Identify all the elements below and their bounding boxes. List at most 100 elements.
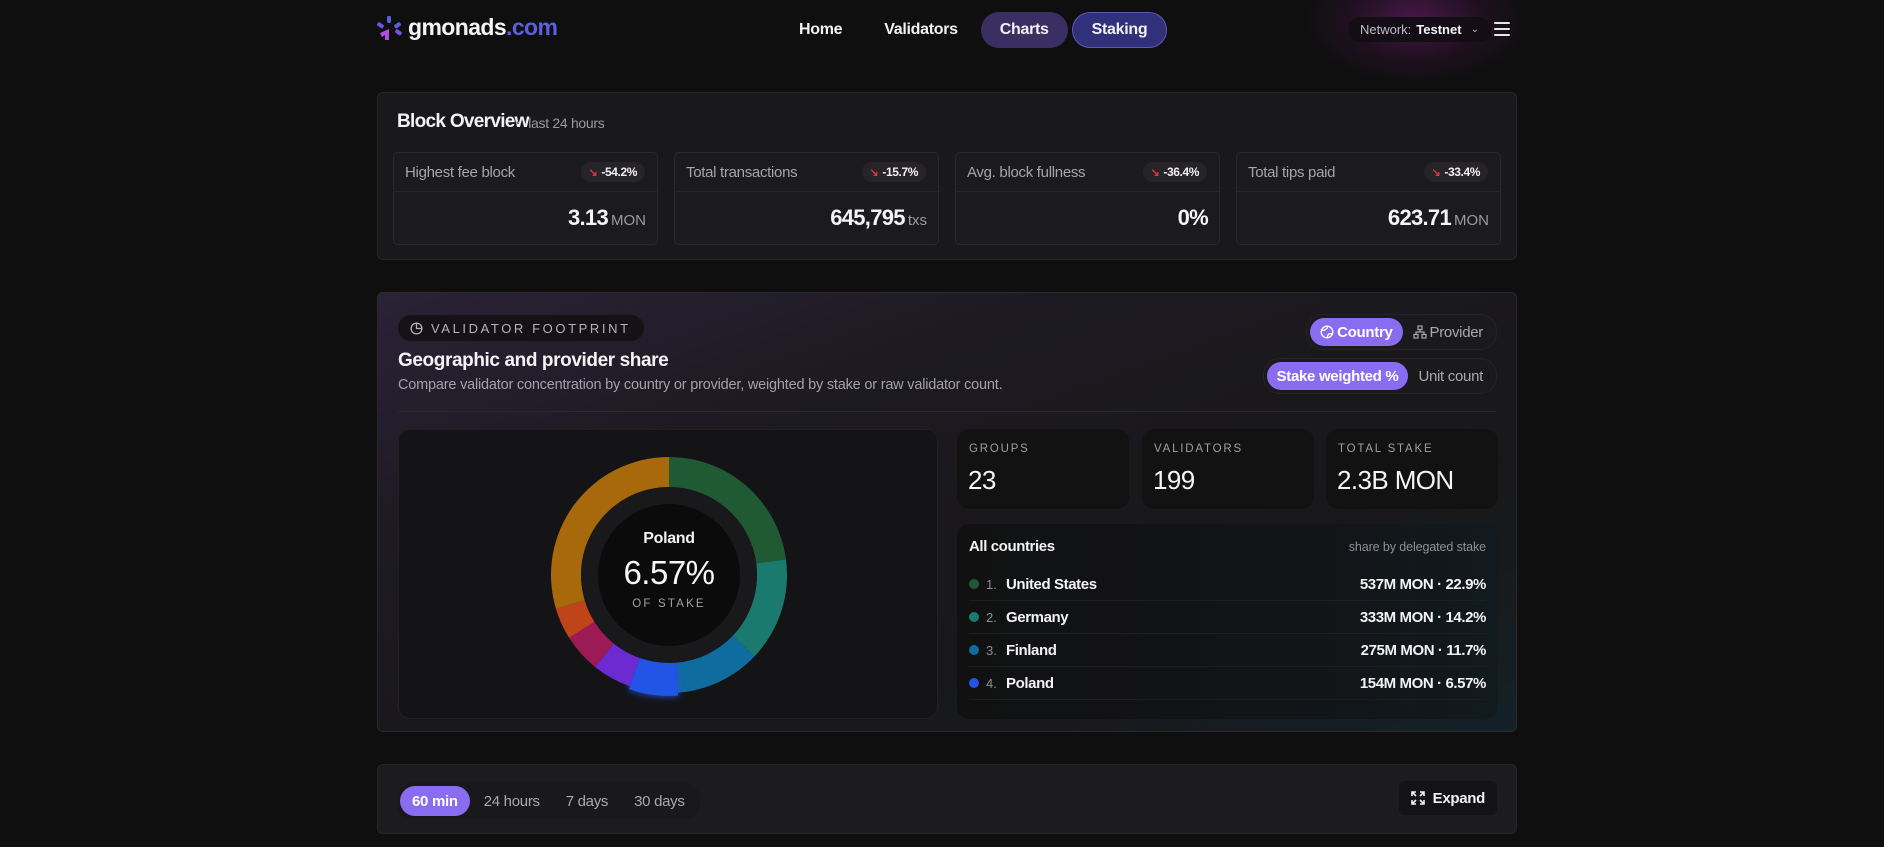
country-name: United States bbox=[1006, 575, 1097, 593]
stake-amount: 537M MON · 22.9% bbox=[1359, 575, 1487, 593]
donut-center bbox=[598, 504, 740, 646]
country-name: Germany bbox=[1006, 608, 1069, 626]
donut-chart-panel: Poland 6.57% OF STAKE bbox=[398, 429, 938, 719]
rank: 1. bbox=[986, 576, 997, 592]
group-by-toggle: Country Provider bbox=[1306, 314, 1497, 350]
donut-slice-unlabeled-7[interactable] bbox=[551, 457, 669, 609]
donut-slice-unlabeled-6[interactable] bbox=[555, 600, 595, 638]
metric-toggle: Stake weighted % Unit count bbox=[1262, 358, 1497, 394]
divider bbox=[394, 191, 657, 192]
donut-slice-poland-3[interactable] bbox=[628, 658, 679, 696]
selected-slice-caption: OF STAKE bbox=[632, 598, 706, 610]
stat-total-tips-paid: Total tips paid ↘ -33.4% 623.71 MON bbox=[1236, 152, 1501, 245]
trend-down-icon: ↘ bbox=[588, 166, 598, 179]
stat-value: 623.71 MON bbox=[1387, 205, 1489, 230]
country-name: Poland bbox=[1006, 674, 1054, 692]
stake-amount: 154M MON · 6.57% bbox=[1359, 674, 1487, 692]
divider bbox=[675, 191, 938, 192]
stake-amount: 333M MON · 14.2% bbox=[1359, 608, 1487, 626]
network-label: Network: bbox=[1360, 22, 1412, 37]
kpi-label: VALIDATORS bbox=[1154, 443, 1243, 455]
rank: 3. bbox=[986, 642, 997, 658]
stat-total-transactions: Total transactions ↘ -15.7% 645,795 txs bbox=[674, 152, 939, 245]
time-range-toggle: 60 min 24 hours 7 days 30 days bbox=[397, 783, 700, 819]
list-item[interactable]: 2. Germany 333M MON · 14.2% bbox=[969, 601, 1486, 634]
stat-label: Highest fee block bbox=[405, 164, 515, 181]
globe-icon bbox=[1320, 325, 1334, 339]
chevron-down-icon: ⌄ bbox=[1470, 24, 1479, 35]
time-range-card: 60 min 24 hours 7 days 30 days Expand bbox=[377, 764, 1517, 834]
selected-slice-percent: 6.57% bbox=[623, 554, 715, 591]
main-nav: Home Validators Charts Staking bbox=[780, 12, 1168, 48]
trend-down-icon: ↘ bbox=[869, 166, 879, 179]
donut-chart bbox=[551, 457, 787, 696]
trend-down-icon: ↘ bbox=[1431, 166, 1441, 179]
pie-chart-icon bbox=[410, 321, 423, 335]
kpi-validators: VALIDATORS 199 bbox=[1142, 429, 1314, 509]
expand-icon bbox=[1410, 791, 1425, 805]
stat-label: Total tips paid bbox=[1248, 164, 1336, 181]
network-icon bbox=[1412, 325, 1427, 339]
toggle-unit-count[interactable]: Unit count bbox=[1418, 367, 1483, 385]
expand-button[interactable]: Expand bbox=[1398, 781, 1497, 815]
kpi-label: GROUPS bbox=[969, 443, 1030, 455]
kpi-value: 199 bbox=[1153, 465, 1195, 495]
kpi-value: 2.3B MON bbox=[1337, 465, 1454, 495]
hamburger-menu-icon[interactable] bbox=[1494, 20, 1510, 38]
legend-dot bbox=[969, 579, 979, 589]
nav-staking[interactable]: Staking bbox=[1071, 12, 1168, 48]
legend-dot bbox=[969, 612, 979, 622]
kpi-value: 23 bbox=[968, 465, 996, 495]
logo-text: gmonads.com bbox=[408, 14, 558, 40]
logo[interactable]: gmonads.com bbox=[376, 14, 558, 41]
block-overview-subtitle: last 24 hours bbox=[516, 115, 605, 131]
top-bar: gmonads.com Home Validators Charts Staki… bbox=[0, 0, 1884, 80]
donut-slice-unlabeled-4[interactable] bbox=[595, 643, 640, 687]
change-badge: ↘ -33.4% bbox=[1423, 162, 1488, 182]
donut-slice-united-states-0[interactable] bbox=[669, 457, 786, 564]
logo-icon bbox=[376, 15, 402, 40]
kpi-groups: GROUPS 23 bbox=[957, 429, 1129, 509]
stat-value: 0% bbox=[1177, 205, 1209, 230]
block-overview-title: Block Overview bbox=[397, 111, 529, 132]
nav-charts[interactable]: Charts bbox=[980, 12, 1068, 48]
nav-validators[interactable]: Validators bbox=[884, 21, 958, 38]
range-30-days[interactable]: 30 days bbox=[634, 792, 685, 810]
donut-slice-unlabeled-5[interactable] bbox=[569, 621, 614, 667]
block-overview-card: Block Overview last 24 hours Highest fee… bbox=[377, 92, 1517, 260]
list-item[interactable]: 3. Finland 275M MON · 11.7% bbox=[969, 634, 1486, 667]
change-badge: ↘ -54.2% bbox=[580, 162, 645, 182]
stat-label: Total transactions bbox=[686, 164, 798, 181]
toggle-country[interactable]: Country bbox=[1310, 318, 1403, 346]
toggle-provider[interactable]: Provider bbox=[1403, 318, 1493, 346]
stat-label: Avg. block fullness bbox=[967, 164, 1086, 181]
toggle-stake-weighted[interactable]: Stake weighted % bbox=[1266, 362, 1409, 390]
donut-slice-germany-1[interactable] bbox=[732, 559, 787, 657]
section-description: Compare validator concentration by count… bbox=[398, 377, 1003, 393]
network-selector[interactable]: Network: Testnet ⌄ bbox=[1348, 17, 1491, 42]
list-item[interactable]: 1. United States 537M MON · 22.9% bbox=[969, 568, 1486, 601]
legend-dot bbox=[969, 678, 979, 688]
kpi-total-stake: TOTAL STAKE 2.3B MON bbox=[1326, 429, 1498, 509]
kpi-label: TOTAL STAKE bbox=[1338, 443, 1434, 455]
stat-avg-block-fullness: Avg. block fullness ↘ -36.4% 0% bbox=[955, 152, 1220, 245]
nav-home[interactable]: Home bbox=[799, 21, 843, 38]
stat-value: 3.13 MON bbox=[567, 205, 646, 230]
range-7-days[interactable]: 7 days bbox=[565, 792, 609, 810]
donut-slice-finland-2[interactable] bbox=[675, 635, 755, 693]
change-badge: ↘ -15.7% bbox=[861, 162, 926, 182]
rank: 2. bbox=[986, 609, 997, 625]
divider bbox=[1237, 191, 1500, 192]
range-60-min[interactable]: 60 min bbox=[400, 786, 470, 816]
selected-slice-name: Poland bbox=[643, 530, 695, 547]
network-value: Testnet bbox=[1416, 22, 1462, 37]
stat-value: 645,795 txs bbox=[830, 205, 927, 230]
stat-highest-fee-block: Highest fee block ↘ -54.2% 3.13 MON bbox=[393, 152, 658, 245]
legend-dot bbox=[969, 645, 979, 655]
list-note: share by delegated stake bbox=[1348, 540, 1486, 554]
trend-down-icon: ↘ bbox=[1150, 166, 1160, 179]
range-24-hours[interactable]: 24 hours bbox=[483, 792, 540, 810]
list-item[interactable]: 4. Poland 154M MON · 6.57% bbox=[969, 667, 1486, 700]
change-badge: ↘ -36.4% bbox=[1142, 162, 1207, 182]
stake-amount: 275M MON · 11.7% bbox=[1360, 641, 1487, 659]
